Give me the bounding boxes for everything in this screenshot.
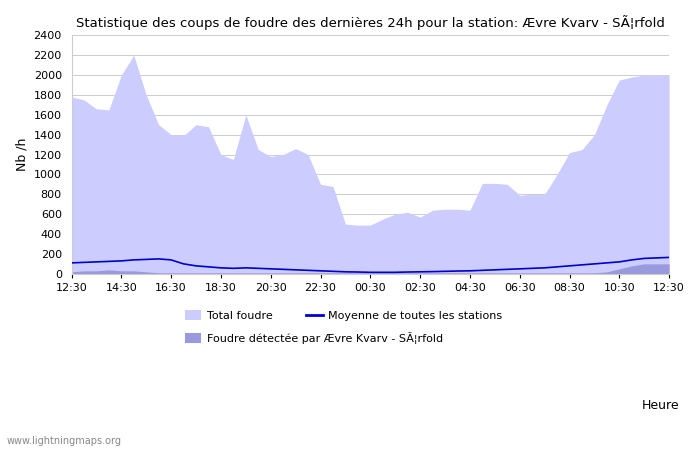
Text: Heure: Heure — [641, 399, 679, 412]
Y-axis label: Nb /h: Nb /h — [15, 138, 28, 171]
Title: Statistique des coups de foudre des dernières 24h pour la station: Ævre Kvarv - : Statistique des coups de foudre des dern… — [76, 15, 665, 30]
Text: www.lightningmaps.org: www.lightningmaps.org — [7, 436, 122, 446]
Legend: Foudre détectée par Ævre Kvarv - SÃ¦rfold: Foudre détectée par Ævre Kvarv - SÃ¦rfol… — [185, 332, 443, 344]
